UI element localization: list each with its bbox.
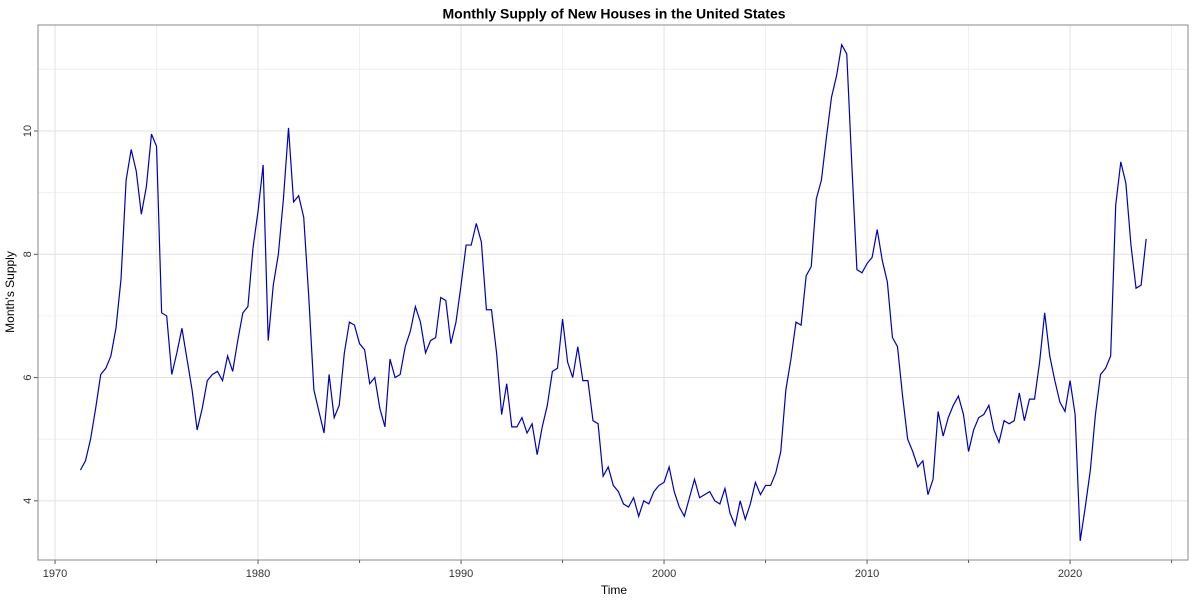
x-tick-label: 1990 [449, 568, 473, 580]
x-tick-label: 2020 [1058, 568, 1082, 580]
y-tick-label: 10 [22, 125, 34, 137]
data-line [79, 42, 1147, 541]
y-tick-label: 4 [22, 498, 34, 504]
x-tick-label: 1970 [43, 568, 67, 580]
y-tick-label: 6 [22, 374, 34, 380]
x-axis-title: Time [601, 583, 628, 597]
x-tick-label: 2010 [855, 568, 879, 580]
x-tick-label: 2000 [652, 568, 676, 580]
x-tick-label: 1980 [246, 568, 270, 580]
y-axis-title: Month's Supply [3, 251, 17, 333]
y-tick-label: 8 [22, 251, 34, 257]
plot-border [37, 24, 1189, 561]
chart-title: Monthly Supply of New Houses in the Unit… [442, 6, 785, 22]
